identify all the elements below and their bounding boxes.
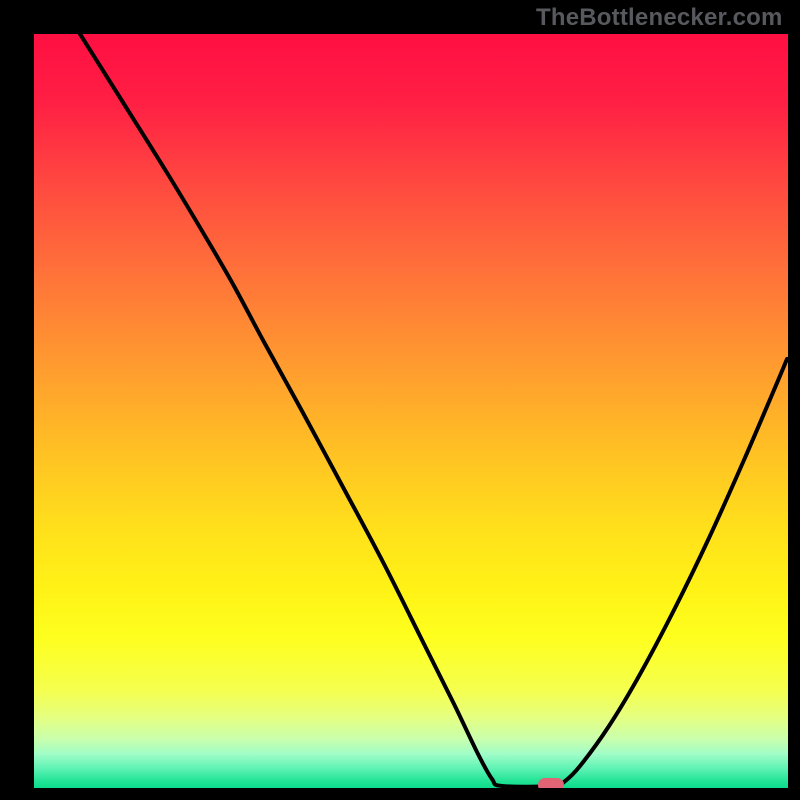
plot-area [34, 34, 788, 788]
chart-background [34, 34, 788, 788]
min-marker [538, 778, 564, 788]
watermark-text: TheBottlenecker.com [536, 4, 783, 32]
chart-svg [34, 34, 788, 788]
